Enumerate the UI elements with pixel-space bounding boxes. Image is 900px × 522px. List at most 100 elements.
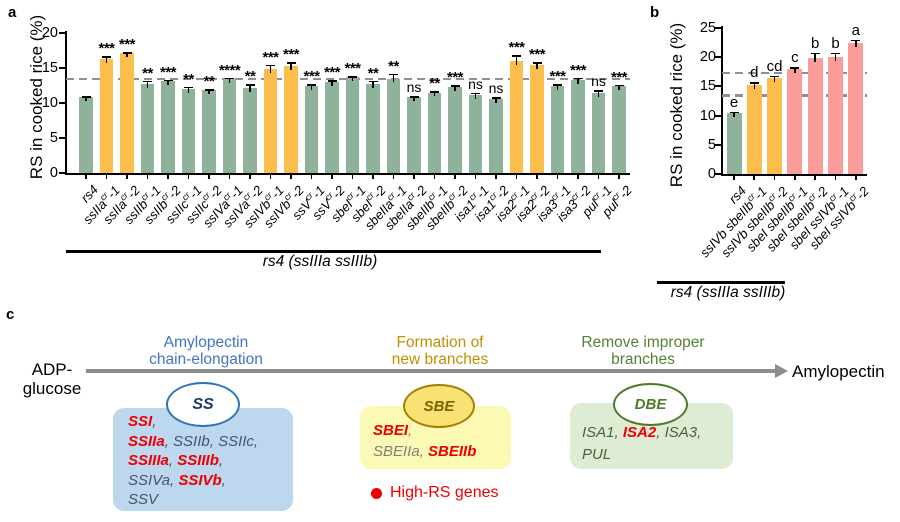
y-tick-label: 25 [699, 20, 716, 36]
error-bar-cap [204, 89, 214, 91]
letter-label: cd [766, 57, 783, 75]
error-bar-line [433, 91, 436, 97]
error-bar-line [773, 75, 776, 82]
bar-ssIVb-2 [284, 65, 298, 173]
stage-ss-header-line1: Amylopectin [163, 334, 249, 351]
error-bar-cap [245, 84, 255, 86]
y-tick-label: 5 [49, 130, 58, 146]
substrate-adp-glucose: ADP- glucose [10, 360, 94, 398]
error-bar-cap [749, 82, 759, 84]
error-bar-cap [389, 73, 398, 76]
significance-label: *** [610, 68, 628, 86]
gene-line: SSIIa, SSIIb, SSIIc, [128, 432, 259, 450]
bar-ssIVa-2 [243, 87, 257, 173]
x-tick [577, 175, 579, 179]
error-bar-line [105, 56, 108, 63]
error-bar-line [515, 55, 518, 65]
bar-isa1-2 [489, 98, 503, 173]
y-tick [715, 114, 721, 117]
gene-name: SSIIb [173, 432, 210, 450]
sbe-enzyme-ellipse: SBE [403, 384, 475, 428]
x-tick [618, 175, 620, 179]
panel-a-group-label: rs4 (ssIIIa ssIIIb) [262, 253, 378, 270]
significance-label: ns [468, 75, 483, 92]
y-tick-label: 15 [41, 60, 58, 76]
error-bar-cap [614, 84, 624, 87]
gene-line: SSV [128, 490, 293, 510]
error-bar-cap [102, 56, 111, 58]
gene-name: SBEI [373, 422, 409, 439]
x-tick [105, 175, 108, 179]
y-tick-label: 10 [41, 95, 58, 111]
significance-label: *** [446, 69, 464, 87]
y-axis-line [65, 31, 67, 175]
stage-sbe-header: Formation of new branches [360, 334, 520, 368]
significance-label: **** [218, 61, 241, 79]
error-bar-line [753, 82, 756, 90]
x-tick [733, 176, 735, 180]
error-bar-cap [409, 96, 419, 98]
significance-label: ** [203, 73, 215, 90]
y-tick [715, 143, 721, 146]
gene-line: PUL [582, 444, 733, 466]
x-tick [556, 175, 559, 179]
bar-sbeIIa-1 [386, 78, 401, 173]
significance-label: ** [388, 57, 399, 75]
error-bar-cap [573, 77, 583, 80]
error-bar-line [794, 67, 796, 74]
y-axis-line [721, 26, 723, 176]
bar-pul-2 [612, 86, 626, 173]
x-tick [474, 175, 477, 179]
significance-label: *** [344, 60, 361, 78]
gene-name: SBEIIa [373, 443, 420, 460]
gene-name: ISA1 [582, 424, 615, 441]
y-tick-label: 20 [41, 25, 58, 41]
error-bar-cap [770, 75, 780, 78]
gene-name: PUL [582, 446, 612, 463]
significance-label: *** [118, 36, 136, 54]
gene-name: SSIIIa [128, 452, 169, 469]
error-bar-cap [810, 52, 820, 55]
error-bar-line [310, 84, 313, 91]
bar-ssIVb-1 [263, 68, 278, 173]
error-bar-cap [368, 80, 378, 83]
sbe-enzyme-label: SBE [423, 397, 455, 415]
x-tick [290, 175, 292, 179]
gene-line: SSIIIa, SSIIIb, [128, 452, 224, 469]
panel-b-group-label: rs4 (ssIIIa ssIIIb) [670, 284, 786, 301]
stage-dbe-header-line1: Remove improper [581, 334, 705, 351]
ss-enzyme-label: SS [192, 395, 214, 413]
letter-label: a [851, 21, 860, 39]
error-bar-line [228, 77, 231, 84]
bar-sbeI-sbeIIb-2 [807, 57, 823, 174]
bar-sbeI-ssIVb-1 [828, 57, 843, 174]
y-tick-label: 5 [707, 136, 716, 153]
error-bar-line [351, 76, 354, 82]
stage-dbe-header-line2: branches [611, 351, 675, 368]
stage-sbe-header-line1: Formation of [396, 334, 484, 351]
gene-line: SSIVa, SSIVb, [128, 471, 226, 489]
error-bar-line [536, 62, 538, 70]
ss-enzyme-ellipse: SS [166, 382, 240, 427]
bar-rs4 [79, 97, 93, 173]
bar-isa2-2 [530, 65, 544, 173]
y-tick-label: 20 [699, 49, 716, 66]
error-bar-line [187, 86, 190, 93]
bar-ssIIb-2 [161, 81, 175, 173]
error-bar-cap [163, 79, 173, 82]
x-tick [536, 175, 538, 179]
y-tick [715, 85, 721, 88]
error-bar-line [126, 52, 128, 58]
significance-label: *** [549, 68, 566, 86]
error-bar-line [372, 80, 374, 89]
error-bar-line [413, 96, 415, 102]
x-tick [794, 176, 796, 180]
error-bar-line [85, 96, 87, 102]
panel-a-label: a [8, 4, 17, 21]
y-tick [59, 67, 65, 69]
x-tick [187, 175, 190, 179]
error-bar-cap [286, 62, 296, 64]
x-tick [167, 175, 169, 179]
significance-label: *** [262, 48, 279, 66]
